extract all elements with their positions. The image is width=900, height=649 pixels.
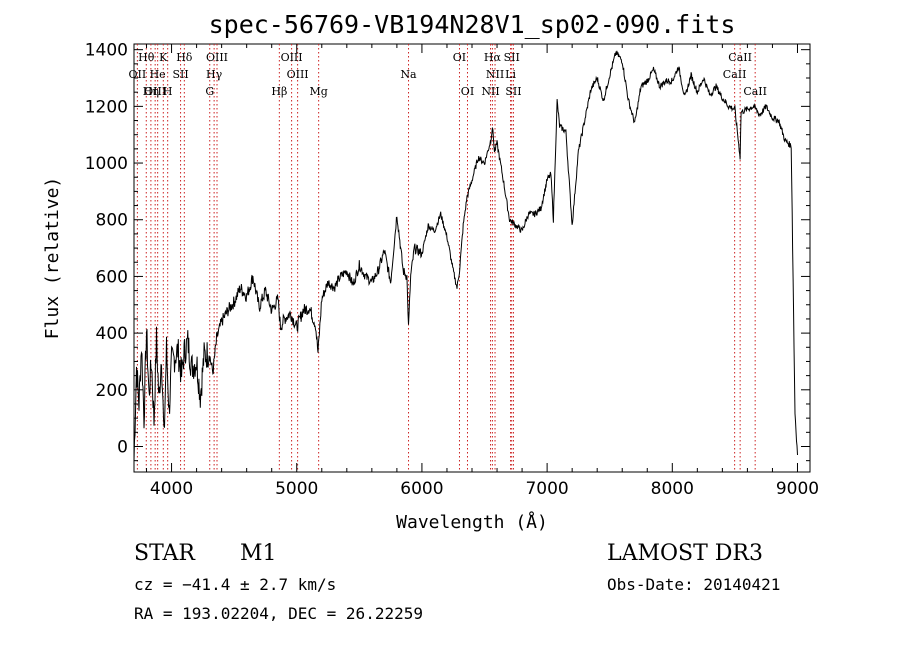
y-tick-label: 800 xyxy=(96,211,128,231)
line-label-10: He xyxy=(150,68,166,81)
y-tick-label: 600 xyxy=(96,267,128,287)
y-axis: 0 200 400 600 800 1000 1200 1400 xyxy=(85,41,810,462)
object-class: STAR xyxy=(134,541,196,566)
line-label-2: Hδ xyxy=(176,51,193,64)
x-tick-label: 6000 xyxy=(400,479,443,499)
y-tick-label: 1400 xyxy=(85,41,128,61)
x-tick-label: 8000 xyxy=(651,479,694,499)
line-label-8: CaII xyxy=(728,51,752,64)
emission-line-markers xyxy=(136,44,756,472)
x-tick-label: 9000 xyxy=(776,479,819,499)
line-label-15: NII xyxy=(486,68,504,81)
line-label-18: OIII xyxy=(144,85,166,98)
chart-title: spec-56769-VB194N28V1_sp02-090.fits xyxy=(209,10,736,39)
line-label-0: Hθ xyxy=(138,51,155,64)
y-tick-label: 200 xyxy=(96,381,128,401)
line-label-23: Mg xyxy=(309,85,327,98)
x-axis: 4000 5000 6000 7000 8000 9000 xyxy=(146,44,819,499)
survey-name: LAMOST DR3 xyxy=(607,541,763,566)
object-subclass: M1 xyxy=(240,541,277,566)
line-label-21: G xyxy=(205,85,214,98)
y-tick-label: 1000 xyxy=(85,154,128,174)
line-label-13: OIII xyxy=(287,68,309,81)
line-label-16: Li xyxy=(505,68,516,81)
y-tick-label: 1200 xyxy=(85,97,128,117)
line-label-9: OII xyxy=(129,68,147,81)
y-axis-label: Flux (relative) xyxy=(42,177,63,340)
x-axis-label: Wavelength (Å) xyxy=(396,511,548,533)
line-label-14: Na xyxy=(400,68,417,81)
line-label-6: Hα xyxy=(484,51,502,64)
plot-frame xyxy=(133,43,811,473)
x-tick-label: 4000 xyxy=(150,479,193,499)
line-label-11: SII xyxy=(172,68,188,81)
line-label-1: K xyxy=(159,51,168,64)
line-label-22: Hβ xyxy=(271,85,287,98)
line-label-3: OIII xyxy=(206,51,228,64)
x-tick-label: 5000 xyxy=(275,479,318,499)
y-tick-label: 0 xyxy=(117,437,128,457)
line-label-20: H xyxy=(163,85,173,98)
line-label-7: SII xyxy=(504,51,520,64)
line-label-4: OIII xyxy=(281,51,303,64)
observation-date: Obs-Date: 20140421 xyxy=(607,575,780,594)
redshift-cz: cz = −41.4 ± 2.7 km/s xyxy=(134,575,336,594)
line-label-19: Hη xyxy=(143,85,159,98)
spectrum-series-line xyxy=(133,50,798,462)
line-label-12: Hγ xyxy=(206,68,223,81)
line-label-25: NII xyxy=(481,85,499,98)
coordinates: RA = 193.02204, DEC = 26.22259 xyxy=(134,604,423,623)
line-label-26: SII xyxy=(505,85,521,98)
line-label-27: CaII xyxy=(743,85,767,98)
line-label-5: OI xyxy=(453,51,466,64)
line-label-17: CaII xyxy=(723,68,747,81)
line-label-24: OI xyxy=(461,85,474,98)
x-tick-label: 7000 xyxy=(525,479,568,499)
y-tick-label: 400 xyxy=(96,324,128,344)
